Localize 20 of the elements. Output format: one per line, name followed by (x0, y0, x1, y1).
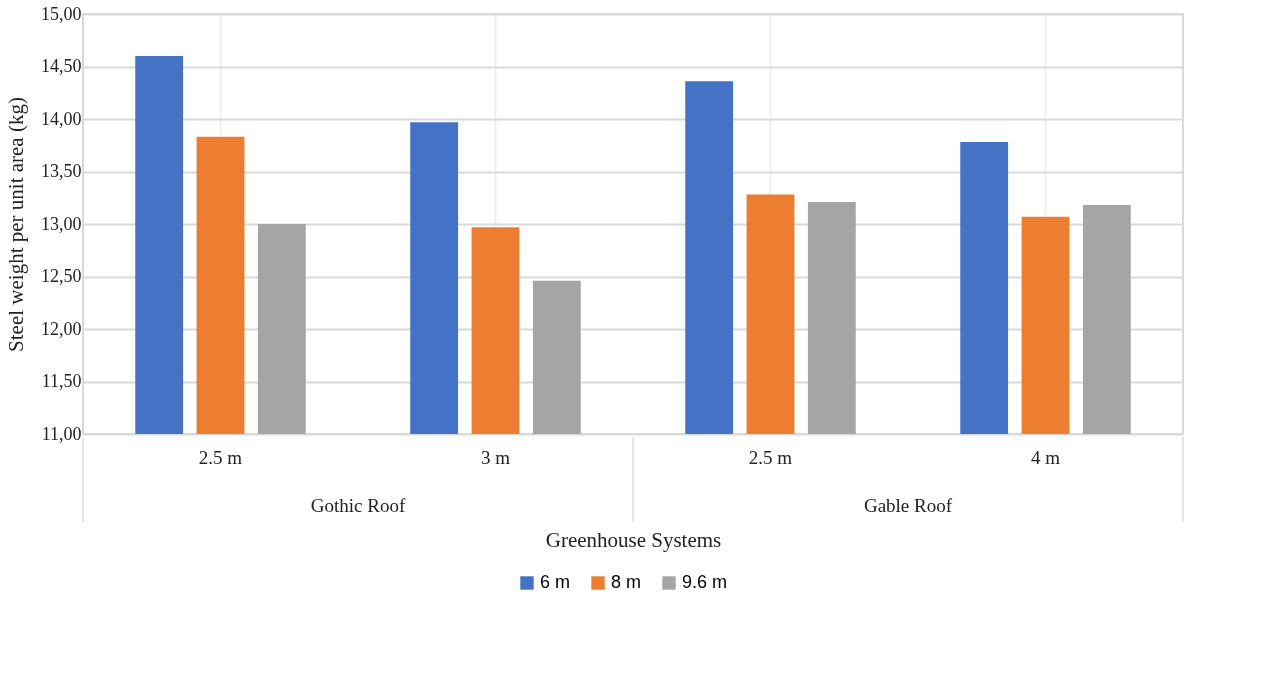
y-tick-label: 13,50 (41, 161, 82, 181)
y-axis-title: Steel weight per unit area (kg) (4, 97, 28, 352)
x-axis-title: Greenhouse Systems (545, 527, 722, 552)
x-tick-label: 2.5 m (198, 446, 243, 468)
text: Gothic Roof (310, 495, 406, 516)
y-tick-label: 14,50 (41, 56, 82, 76)
y-tick-label: 14,00 (41, 108, 82, 129)
legend-label: 8 m (611, 572, 642, 592)
x-tick-label: 4 m (1030, 446, 1061, 468)
legend-label: 9.6 m (682, 572, 728, 592)
y-tick-label: 12,00 (41, 318, 82, 339)
legend-label: 6 m (540, 572, 571, 592)
y-tick-label: 15,00 (41, 3, 82, 24)
x-tick-label: 3 m (480, 446, 511, 468)
y-tick-label: 13,00 (41, 213, 82, 234)
text: Gable Roof (863, 495, 953, 516)
y-tick-label: 11,50 (41, 371, 82, 391)
y-tick-label: 12,50 (41, 266, 82, 286)
x-tick-label: 2.5 m (748, 446, 793, 468)
y-tick-label: 11,00 (41, 423, 82, 444)
